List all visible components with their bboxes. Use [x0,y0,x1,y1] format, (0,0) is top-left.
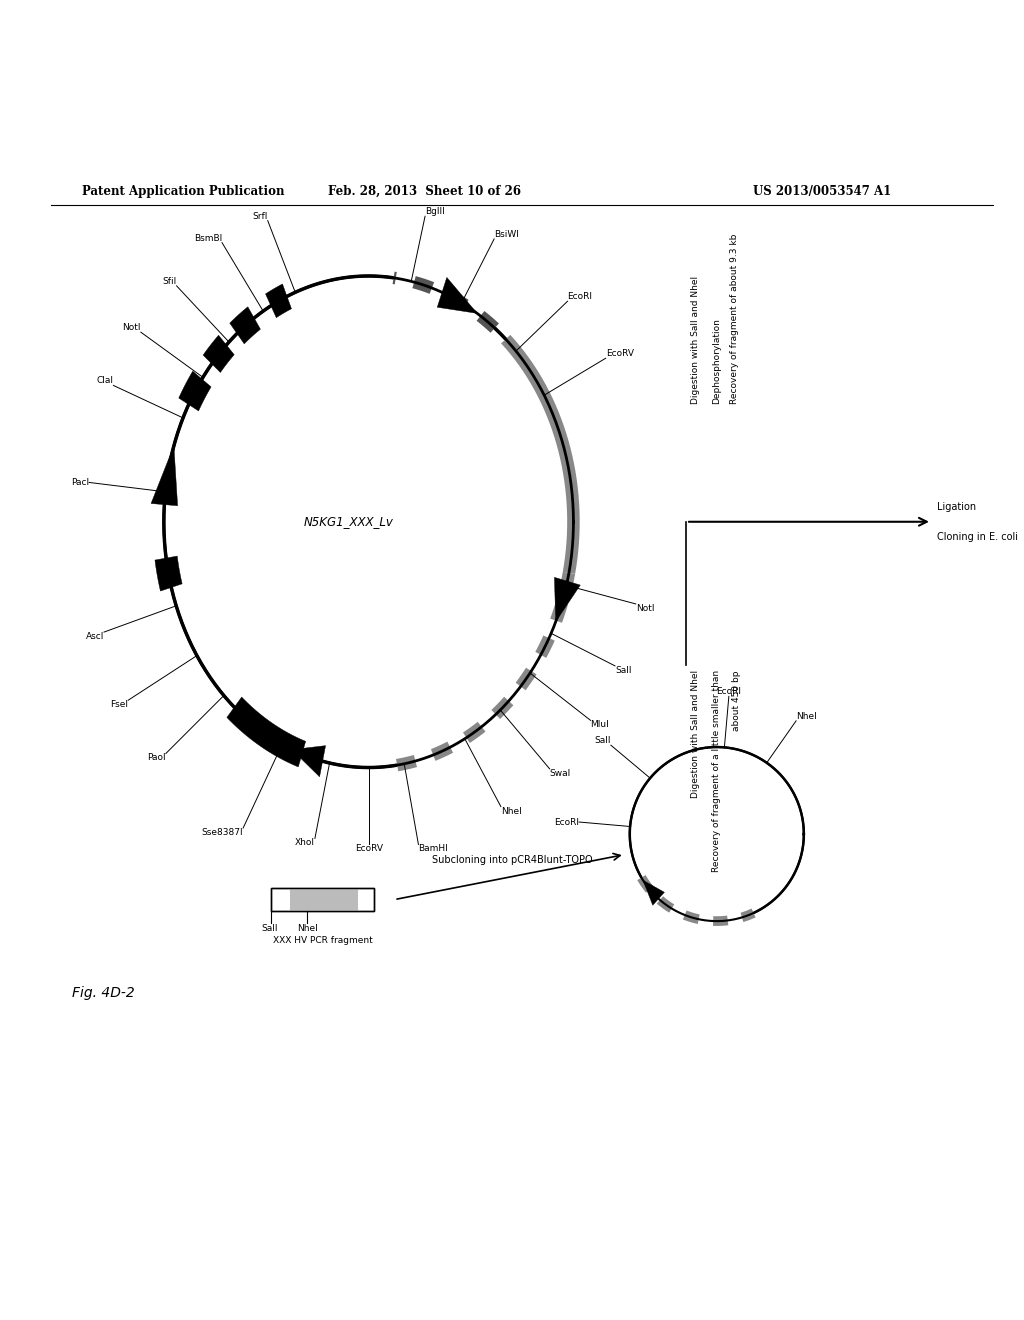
Text: BsmBI: BsmBI [194,234,222,243]
Polygon shape [643,880,665,906]
Text: NheI: NheI [297,924,317,933]
Text: EcoRI: EcoRI [567,292,593,301]
Text: Feb. 28, 2013  Sheet 10 of 26: Feb. 28, 2013 Sheet 10 of 26 [329,185,521,198]
Text: EcoRI: EcoRI [554,817,580,826]
Polygon shape [290,888,358,911]
Text: N5KG1_XXX_Lv: N5KG1_XXX_Lv [303,515,393,528]
Text: SalI: SalI [615,665,632,675]
Text: PacI: PacI [71,478,89,487]
Text: US 2013/0053547 A1: US 2013/0053547 A1 [753,185,891,198]
Text: Recovery of fragment of a little smaller than: Recovery of fragment of a little smaller… [712,671,721,873]
Text: SrfI: SrfI [252,211,267,220]
Text: Patent Application Publication: Patent Application Publication [82,185,285,198]
Polygon shape [265,284,292,318]
Text: Ligation: Ligation [937,502,976,512]
Text: NheI: NheI [501,807,521,816]
Text: Dephosphorylation: Dephosphorylation [712,318,721,404]
Polygon shape [203,335,234,372]
Text: FseI: FseI [111,700,128,709]
Text: AscI: AscI [86,632,104,642]
Text: BsiWI: BsiWI [495,230,519,239]
Polygon shape [554,577,581,622]
Polygon shape [179,371,211,411]
Text: about 450 bp: about 450 bp [732,671,741,731]
Text: Subcloning into pCR4Blunt-TOPO: Subcloning into pCR4Blunt-TOPO [432,855,592,865]
Text: XhoI: XhoI [295,838,315,847]
Text: Recovery of fragment of about 9.3 kb: Recovery of fragment of about 9.3 kb [730,234,739,404]
Text: BgIII: BgIII [425,207,444,216]
Text: SalI: SalI [261,924,278,933]
Text: NheI: NheI [796,711,817,721]
Text: Cloning in E. coli: Cloning in E. coli [937,532,1018,543]
Text: EcoRV: EcoRV [354,845,383,853]
Text: SwaI: SwaI [550,768,571,777]
Text: BamHI: BamHI [419,845,449,854]
Text: EcoRI: EcoRI [717,688,741,697]
Text: XXX HV PCR fragment: XXX HV PCR fragment [272,936,373,945]
Polygon shape [437,277,477,313]
Polygon shape [292,746,326,776]
Text: Digestion with SalI and NheI: Digestion with SalI and NheI [691,276,700,404]
Text: Sse8387I: Sse8387I [202,828,243,837]
Polygon shape [229,306,260,343]
Text: MluI: MluI [591,721,609,730]
Text: SfiI: SfiI [163,277,176,286]
Text: EcoRV: EcoRV [605,350,634,358]
Text: Digestion with SalI and NheI: Digestion with SalI and NheI [691,671,700,799]
Text: NotI: NotI [636,605,654,612]
Polygon shape [155,556,182,591]
Polygon shape [227,697,305,767]
Text: PaoI: PaoI [147,754,166,763]
Text: ClaI: ClaI [96,376,114,385]
Polygon shape [271,888,374,911]
Text: NotI: NotI [122,323,141,333]
Text: Fig. 4D-2: Fig. 4D-2 [72,986,134,999]
Text: SalI: SalI [594,737,611,746]
Polygon shape [152,446,177,506]
